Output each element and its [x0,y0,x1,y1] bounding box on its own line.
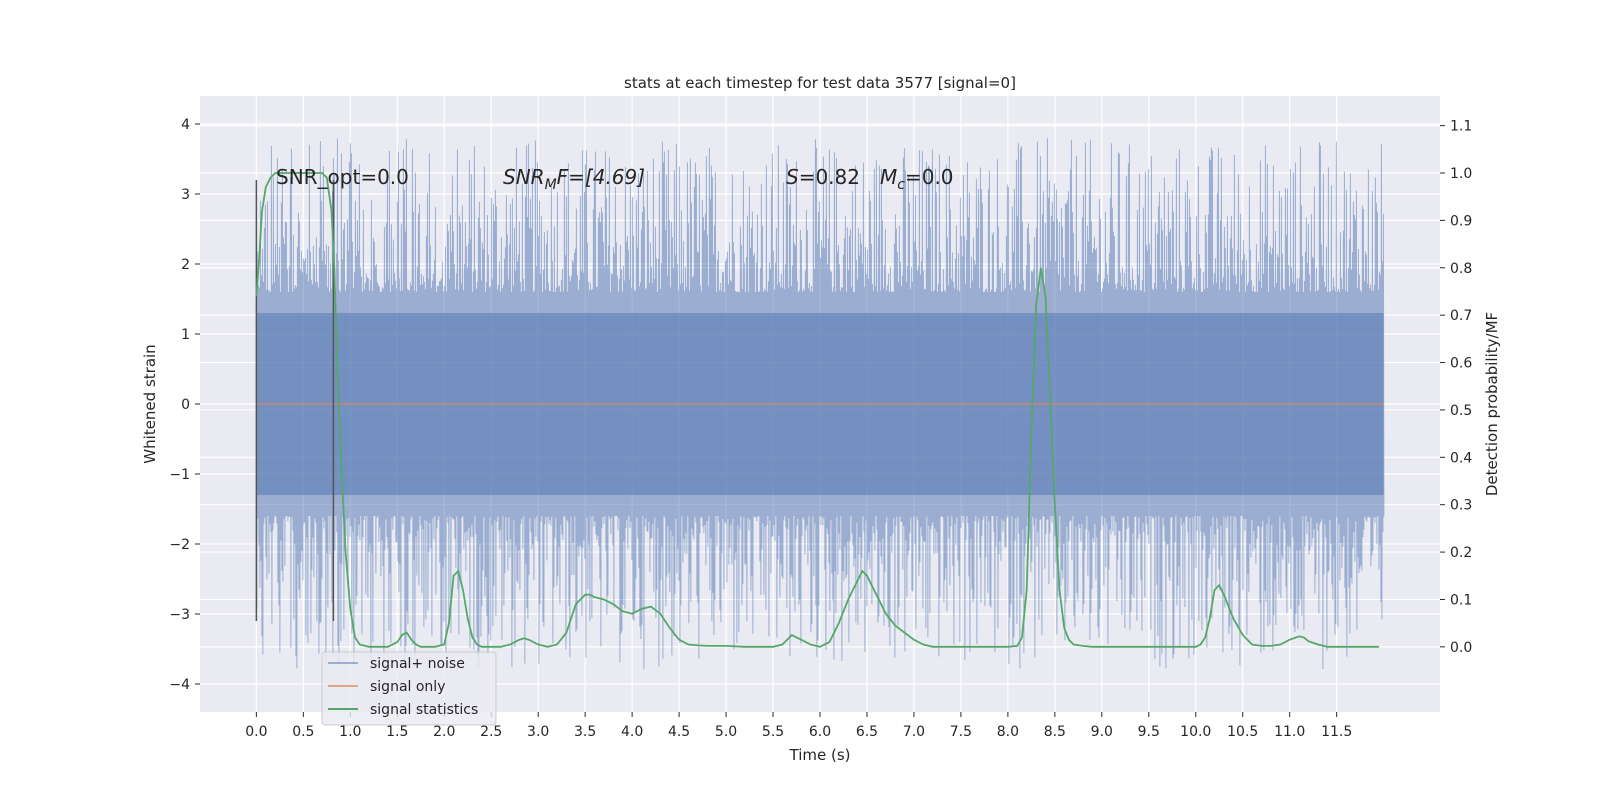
s-main: S [786,165,799,189]
y-tick-label-5: 1 [181,327,190,343]
chart-title: stats at each timestep for test data 357… [624,74,1016,92]
y-axis-ticks: −4 −3 −2 −1 0 1 2 3 4 [169,117,200,693]
snr-mf-sub: M [545,177,557,193]
y-axis-label: Whitened strain [141,344,159,463]
y2-tick-label-0: 0.0 [1450,640,1472,656]
x-tick-label-9: 4.5 [668,724,690,740]
x-tick-label-6: 3.0 [527,724,549,740]
y2-tick-label-6: 0.6 [1450,356,1472,372]
annotation-snr-mf: SNRMF=[4.69] [503,165,645,193]
annotation-s: S=0.82 [786,165,860,189]
mc-main: M [880,165,897,189]
x-tick-label-4: 2.0 [433,724,455,740]
legend-box [321,651,497,726]
s-rest: =0.82 [799,165,860,189]
y-tick-label-6: 2 [181,257,190,273]
y2-tick-label-7: 0.7 [1450,308,1472,324]
snr-mf-main: SNR [503,165,545,189]
annotation-snr-opt: SNR_opt=0.0 [276,165,409,189]
y2-tick-label-8: 0.8 [1450,261,1472,277]
x-tick-label-0: 0.0 [245,724,267,740]
x-tick-label-14: 7.0 [903,724,925,740]
x-tick-label-21: 10.5 [1227,724,1258,740]
y-tick-label-8: 4 [181,117,190,133]
y-tick-label-7: 3 [181,187,190,203]
x-tick-label-12: 6.0 [809,724,831,740]
y2-tick-label-10: 1.0 [1450,166,1472,182]
x-tick-label-2: 1.0 [339,724,361,740]
x-tick-label-13: 6.5 [856,724,878,740]
x-tick-label-3: 1.5 [386,724,408,740]
y2-tick-label-5: 0.5 [1450,403,1472,419]
mc-sub: c [897,177,905,193]
y2-tick-label-4: 0.4 [1450,450,1472,466]
annotation-mc: Mc=0.0 [880,165,954,193]
x-tick-label-16: 8.0 [997,724,1019,740]
x-tick-label-19: 9.5 [1138,724,1160,740]
x-tick-label-18: 9.0 [1091,724,1113,740]
y2-axis-label: Detection probability/MF [1483,312,1501,496]
y-tick-label-1: −3 [169,607,190,623]
x-tick-label-22: 11.0 [1274,724,1305,740]
legend: signal+ noise signal only signal statist… [321,651,497,726]
x-tick-label-1: 0.5 [292,724,314,740]
snr-mf-rest: F=[4.69] [557,165,645,189]
x-tick-label-7: 3.5 [574,724,596,740]
y2-tick-label-3: 0.3 [1450,498,1472,514]
x-tick-label-10: 5.0 [715,724,737,740]
y-tick-label-4: 0 [181,397,190,413]
noise-spikes [255,138,1385,670]
x-tick-label-8: 4.0 [621,724,643,740]
x-tick-label-15: 7.5 [950,724,972,740]
x-tick-label-11: 5.5 [762,724,784,740]
x-tick-label-20: 10.0 [1180,724,1211,740]
x-tick-label-23: 11.5 [1321,724,1352,740]
legend-label-signal-noise: signal+ noise [370,656,465,672]
y2-tick-label-1: 0.1 [1450,592,1472,608]
legend-label-signal-statistics: signal statistics [370,702,478,718]
x-axis-ticks: 0.0 0.5 1.0 1.5 2.0 2.5 3.0 3.5 4.0 4.5 5.0 5.5 6.0 6… [245,712,1352,740]
mc-rest: =0.0 [905,165,954,189]
legend-label-signal-only: signal only [370,679,445,695]
y-tick-label-2: −2 [169,537,190,553]
y-tick-label-0: −4 [169,677,190,693]
y2-tick-label-11: 1.1 [1450,119,1472,135]
signal-statistics-series [255,172,1379,648]
x-tick-label-17: 8.5 [1044,724,1066,740]
signal-statistics-line [255,172,1379,648]
y-tick-label-3: −1 [169,467,190,483]
y2-axis-ticks: 0.0 0.1 0.2 0.3 0.4 0.5 0.6 0.7 0.8 0.9 1.0 1.1 [1440,119,1472,656]
y2-tick-label-9: 0.9 [1450,213,1472,229]
x-axis-label: Time (s) [789,746,851,764]
y2-tick-label-2: 0.2 [1450,545,1472,561]
x-tick-label-5: 2.5 [480,724,502,740]
